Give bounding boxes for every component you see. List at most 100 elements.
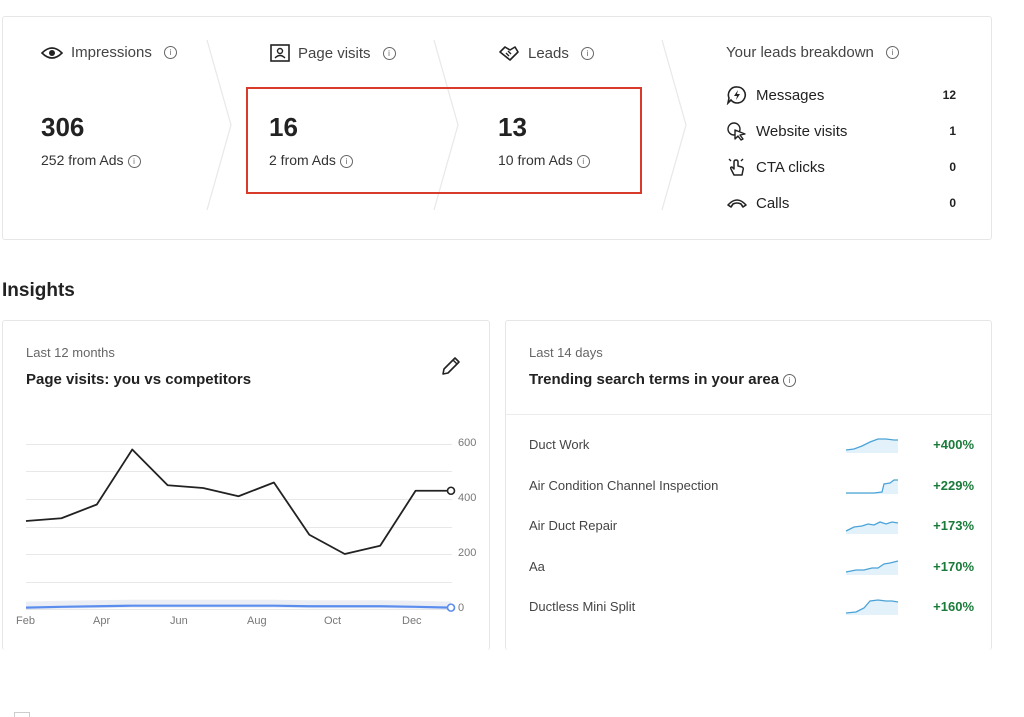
- trending-term-row: Air Condition Channel Inspection +229%: [529, 475, 974, 495]
- breakdown-row-messages: Messages 12: [726, 85, 956, 105]
- page-visits-label: Page visits: [298, 44, 371, 62]
- leads-label: Leads: [528, 44, 569, 62]
- page-visits-header: Page visits i: [270, 44, 396, 62]
- cursor-click-icon: [727, 122, 746, 141]
- impressions-ads: 252 from Ads i: [41, 152, 141, 168]
- impressions-ads-text: 252 from Ads: [41, 152, 124, 168]
- page-visits-ads-text: 2 from Ads: [269, 152, 336, 168]
- sparkline: [845, 438, 898, 453]
- x-tick-label: Apr: [93, 615, 111, 627]
- impressions-header: Impressions i: [41, 44, 177, 61]
- trending-period: Last 14 days: [529, 345, 603, 360]
- y-tick-label: 0: [458, 602, 465, 614]
- x-tick-label: Jun: [170, 615, 188, 627]
- trending-divider: [506, 414, 991, 415]
- tap-hand-icon: [728, 157, 745, 176]
- y-tick-label: 200: [458, 547, 477, 559]
- trending-term-row: Aa +170%: [529, 556, 974, 576]
- term-name: Air Condition Channel Inspection: [529, 477, 719, 493]
- term-change: +173%: [933, 517, 974, 533]
- leads-ads-text: 10 from Ads: [498, 152, 573, 168]
- partial-checkbox[interactable]: [14, 712, 30, 717]
- x-tick-label: Aug: [247, 615, 267, 627]
- gridline: [26, 582, 452, 583]
- breakdown-count: 1: [949, 124, 956, 138]
- sparkline: [846, 479, 898, 494]
- info-icon[interactable]: i: [885, 46, 899, 59]
- leads-breakdown-header: Your leads breakdown i: [726, 44, 899, 61]
- gridline: [26, 609, 452, 610]
- info-icon[interactable]: i: [339, 154, 353, 168]
- handshake-icon: [499, 46, 519, 61]
- breakdown-row-calls: Calls 0: [726, 193, 956, 213]
- breakdown-count: 0: [949, 196, 956, 210]
- separator-chevron: [206, 40, 232, 210]
- separator-chevron: [661, 40, 687, 210]
- eye-icon: [41, 46, 63, 59]
- y-tick-label: 600: [458, 437, 477, 449]
- leads-header: Leads i: [498, 44, 594, 62]
- trending-card: [505, 320, 992, 650]
- page-visits-value: 16: [269, 112, 298, 142]
- impressions-label: Impressions: [71, 44, 152, 61]
- highlight-box: [246, 87, 642, 194]
- breakdown-row-website-visits: Website visits 1: [726, 121, 956, 141]
- leads-ads: 10 from Ads i: [498, 152, 590, 168]
- term-name: Duct Work: [529, 436, 590, 452]
- gridline: [26, 554, 452, 555]
- sparkline: [845, 521, 899, 534]
- visits-title: Page visits: you vs competitors: [26, 371, 252, 388]
- trending-title-wrap: Trending search terms in your area i: [529, 371, 797, 388]
- breakdown-label: Website visits: [756, 122, 848, 140]
- insights-heading: Insights: [2, 280, 75, 301]
- leads-value: 13: [498, 112, 527, 142]
- page-visits-card: [2, 320, 490, 650]
- info-icon[interactable]: i: [127, 154, 141, 168]
- term-name: Aa: [529, 558, 545, 574]
- sparkline: [845, 599, 899, 615]
- trending-term-row: Ductless Mini Split +160%: [529, 596, 974, 616]
- separator-chevron: [433, 40, 459, 210]
- term-name: Ductless Mini Split: [529, 598, 636, 614]
- competitor-line-end-point[interactable]: [446, 486, 456, 496]
- impressions-value: 306: [41, 112, 85, 142]
- phone-icon: [727, 199, 747, 208]
- competitor-line: [25, 448, 451, 555]
- storefront-icon: [270, 44, 290, 62]
- visits-period: Last 12 months: [26, 345, 115, 360]
- term-name: Air Duct Repair: [529, 517, 618, 533]
- trending-term-row: Duct Work +400%: [529, 434, 974, 454]
- gridline: [26, 444, 452, 445]
- you-line-end-point[interactable]: [446, 603, 456, 612]
- page-visits-ads: 2 from Ads i: [269, 152, 353, 168]
- term-change: +400%: [933, 436, 974, 452]
- term-change: +229%: [933, 477, 974, 493]
- sparkline: [845, 560, 899, 575]
- breakdown-label: Messages: [756, 86, 825, 104]
- info-icon[interactable]: i: [382, 46, 396, 60]
- trending-term-row: Air Duct Repair +173%: [529, 515, 974, 535]
- breakdown-label: Calls: [756, 194, 790, 212]
- y-tick-label: 400: [458, 492, 477, 504]
- trending-title: Trending search terms in your area: [529, 371, 780, 388]
- leads-breakdown-title: Your leads breakdown: [726, 44, 874, 61]
- info-icon[interactable]: i: [163, 46, 177, 59]
- term-change: +160%: [933, 598, 974, 614]
- breakdown-row-cta-clicks: CTA clicks 0: [726, 157, 956, 177]
- breakdown-count: 12: [942, 88, 956, 102]
- page-visits-chart: [25, 448, 456, 612]
- gridline: [26, 527, 452, 528]
- info-icon[interactable]: i: [576, 154, 590, 168]
- info-icon[interactable]: i: [580, 46, 594, 60]
- message-bolt-icon: [726, 86, 746, 105]
- x-tick-label: Dec: [402, 615, 422, 627]
- gridline: [26, 499, 452, 500]
- pencil-icon[interactable]: [440, 355, 462, 377]
- term-change: +170%: [933, 558, 974, 574]
- you-line: [25, 604, 452, 609]
- gridline: [26, 471, 452, 472]
- breakdown-label: CTA clicks: [756, 158, 825, 176]
- x-tick-label: Feb: [16, 615, 35, 627]
- info-icon[interactable]: i: [783, 373, 797, 387]
- x-tick-label: Oct: [324, 615, 342, 627]
